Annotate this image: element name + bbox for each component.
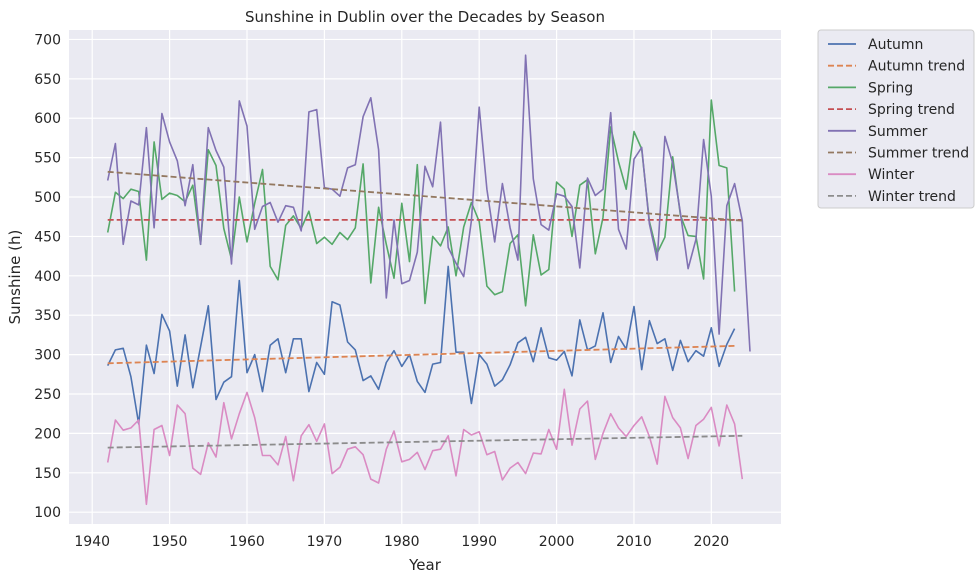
legend-box bbox=[817, 29, 975, 209]
y-tick-label: 400 bbox=[34, 269, 61, 285]
y-tick-label: 650 bbox=[34, 72, 61, 88]
y-tick-label: 600 bbox=[34, 111, 61, 127]
series-line-spring bbox=[106, 99, 736, 307]
y-tick-label: 100 bbox=[34, 505, 61, 521]
series-layer bbox=[106, 54, 751, 506]
series-line-winter bbox=[106, 388, 744, 506]
legend-label: Autumn trend bbox=[868, 59, 965, 75]
y-tick-label: 150 bbox=[34, 466, 61, 482]
series-line-summer bbox=[106, 54, 751, 352]
legend-label: Winter trend bbox=[868, 189, 956, 205]
y-tick-label: 450 bbox=[34, 229, 61, 245]
legend-label: Autumn bbox=[868, 37, 923, 53]
legend-label: Summer trend bbox=[868, 146, 969, 162]
x-tick-label: 2010 bbox=[616, 534, 652, 550]
series-line-summer-trend bbox=[107, 170, 743, 222]
y-tick-label: 550 bbox=[34, 151, 61, 167]
y-tick-labels: 100 150 200 250 300 350 400 450 500 550 600 650 700 bbox=[34, 32, 61, 521]
series-line-autumn bbox=[106, 265, 736, 425]
x-tick-label: 1980 bbox=[384, 534, 420, 550]
series-line-autumn-trend bbox=[107, 345, 735, 365]
x-tick-label: 1960 bbox=[229, 534, 265, 550]
legend-label: Summer bbox=[868, 124, 928, 140]
x-tick-label: 1940 bbox=[74, 534, 110, 550]
y-tick-label: 350 bbox=[34, 308, 61, 324]
x-tick-label: 1970 bbox=[307, 534, 343, 550]
y-tick-label: 250 bbox=[34, 387, 61, 403]
legend: Autumn Autumn trend Spring Spring trend Summ… bbox=[817, 29, 975, 209]
y-tick-label: 700 bbox=[34, 32, 61, 48]
x-tick-label: 1950 bbox=[152, 534, 188, 550]
x-tick-label: 2020 bbox=[694, 534, 730, 550]
x-tick-labels: 1940 1950 1960 1970 1980 1990 2000 2010 2020 bbox=[74, 534, 729, 550]
plot-background bbox=[69, 30, 781, 524]
y-axis-label: Sunshine (h) bbox=[6, 230, 24, 325]
x-axis-label: Year bbox=[408, 556, 442, 574]
y-tick-label: 200 bbox=[34, 426, 61, 442]
x-tick-label: 2000 bbox=[539, 534, 575, 550]
legend-label: Winter bbox=[868, 167, 914, 183]
chart-title: Sunshine in Dublin over the Decades by S… bbox=[245, 8, 605, 26]
legend-label: Spring bbox=[868, 80, 913, 96]
y-tick-label: 500 bbox=[34, 190, 61, 206]
y-tick-label: 300 bbox=[34, 348, 61, 364]
x-tick-label: 1990 bbox=[461, 534, 497, 550]
series-line-winter-trend bbox=[107, 434, 743, 449]
legend-label: Spring trend bbox=[868, 102, 955, 118]
